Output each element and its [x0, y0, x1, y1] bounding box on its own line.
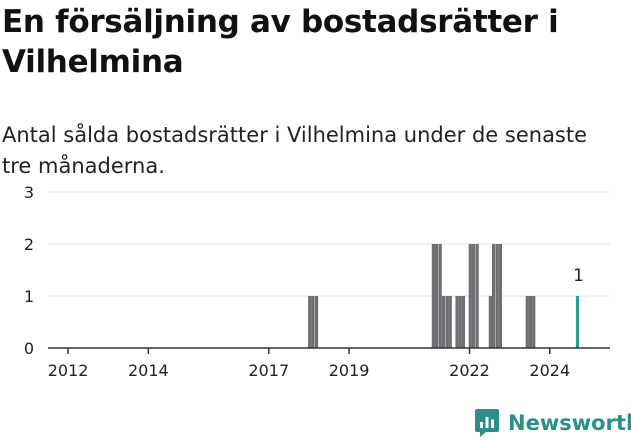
- bar: [495, 244, 499, 348]
- newsworthy-logo-icon: [475, 409, 499, 437]
- bars: [308, 244, 580, 348]
- bar: [445, 296, 449, 348]
- chart-subtitle: Antal sålda bostadsrätter i Vilhelmina u…: [2, 123, 588, 178]
- bar: [488, 296, 492, 348]
- bar: [471, 244, 476, 348]
- bar: [475, 244, 479, 348]
- y-tick-label: 3: [24, 183, 34, 202]
- bar: [468, 244, 472, 348]
- bar: [498, 244, 503, 348]
- x-tick-label: 2017: [248, 361, 289, 380]
- y-tick-label: 1: [24, 287, 34, 306]
- bar: [458, 296, 462, 348]
- bar-highlight: [575, 296, 580, 348]
- bar: [314, 296, 319, 348]
- x-tick-label: 2022: [449, 361, 490, 380]
- bar: [491, 244, 496, 348]
- data-labels: 1: [573, 266, 584, 286]
- x-tick-label: 2014: [128, 361, 169, 380]
- bar: [308, 296, 312, 348]
- y-tick-label: 0: [24, 339, 34, 358]
- bar: [448, 296, 452, 348]
- bar-chart: 0 1 2 3 2012 2014 2017 2019 2022 2024 1: [24, 183, 610, 380]
- x-tick-label: 2019: [329, 361, 370, 380]
- bar: [434, 244, 439, 348]
- gridlines: [48, 191, 610, 297]
- bar: [525, 296, 529, 348]
- brand-name: Newsworthy: [508, 411, 631, 435]
- x-axis: 2012 2014 2017 2019 2022 2024: [48, 347, 610, 380]
- x-tick-label: 2024: [529, 361, 570, 380]
- bar: [441, 296, 446, 348]
- bar: [461, 296, 466, 348]
- y-tick-label: 2: [24, 235, 34, 254]
- bar: [431, 244, 435, 348]
- bar: [532, 296, 536, 348]
- bar: [455, 296, 459, 348]
- data-label: 1: [573, 266, 584, 286]
- y-axis-labels: 0 1 2 3: [24, 183, 34, 358]
- chart-title: En försäljning av bostadsrätter i Vilhel…: [2, 4, 559, 80]
- brand-logo[interactable]: Newsworthy: [474, 406, 631, 440]
- x-tick-label: 2012: [48, 361, 89, 380]
- bar: [528, 296, 533, 348]
- bar: [438, 244, 442, 348]
- bar: [311, 296, 315, 348]
